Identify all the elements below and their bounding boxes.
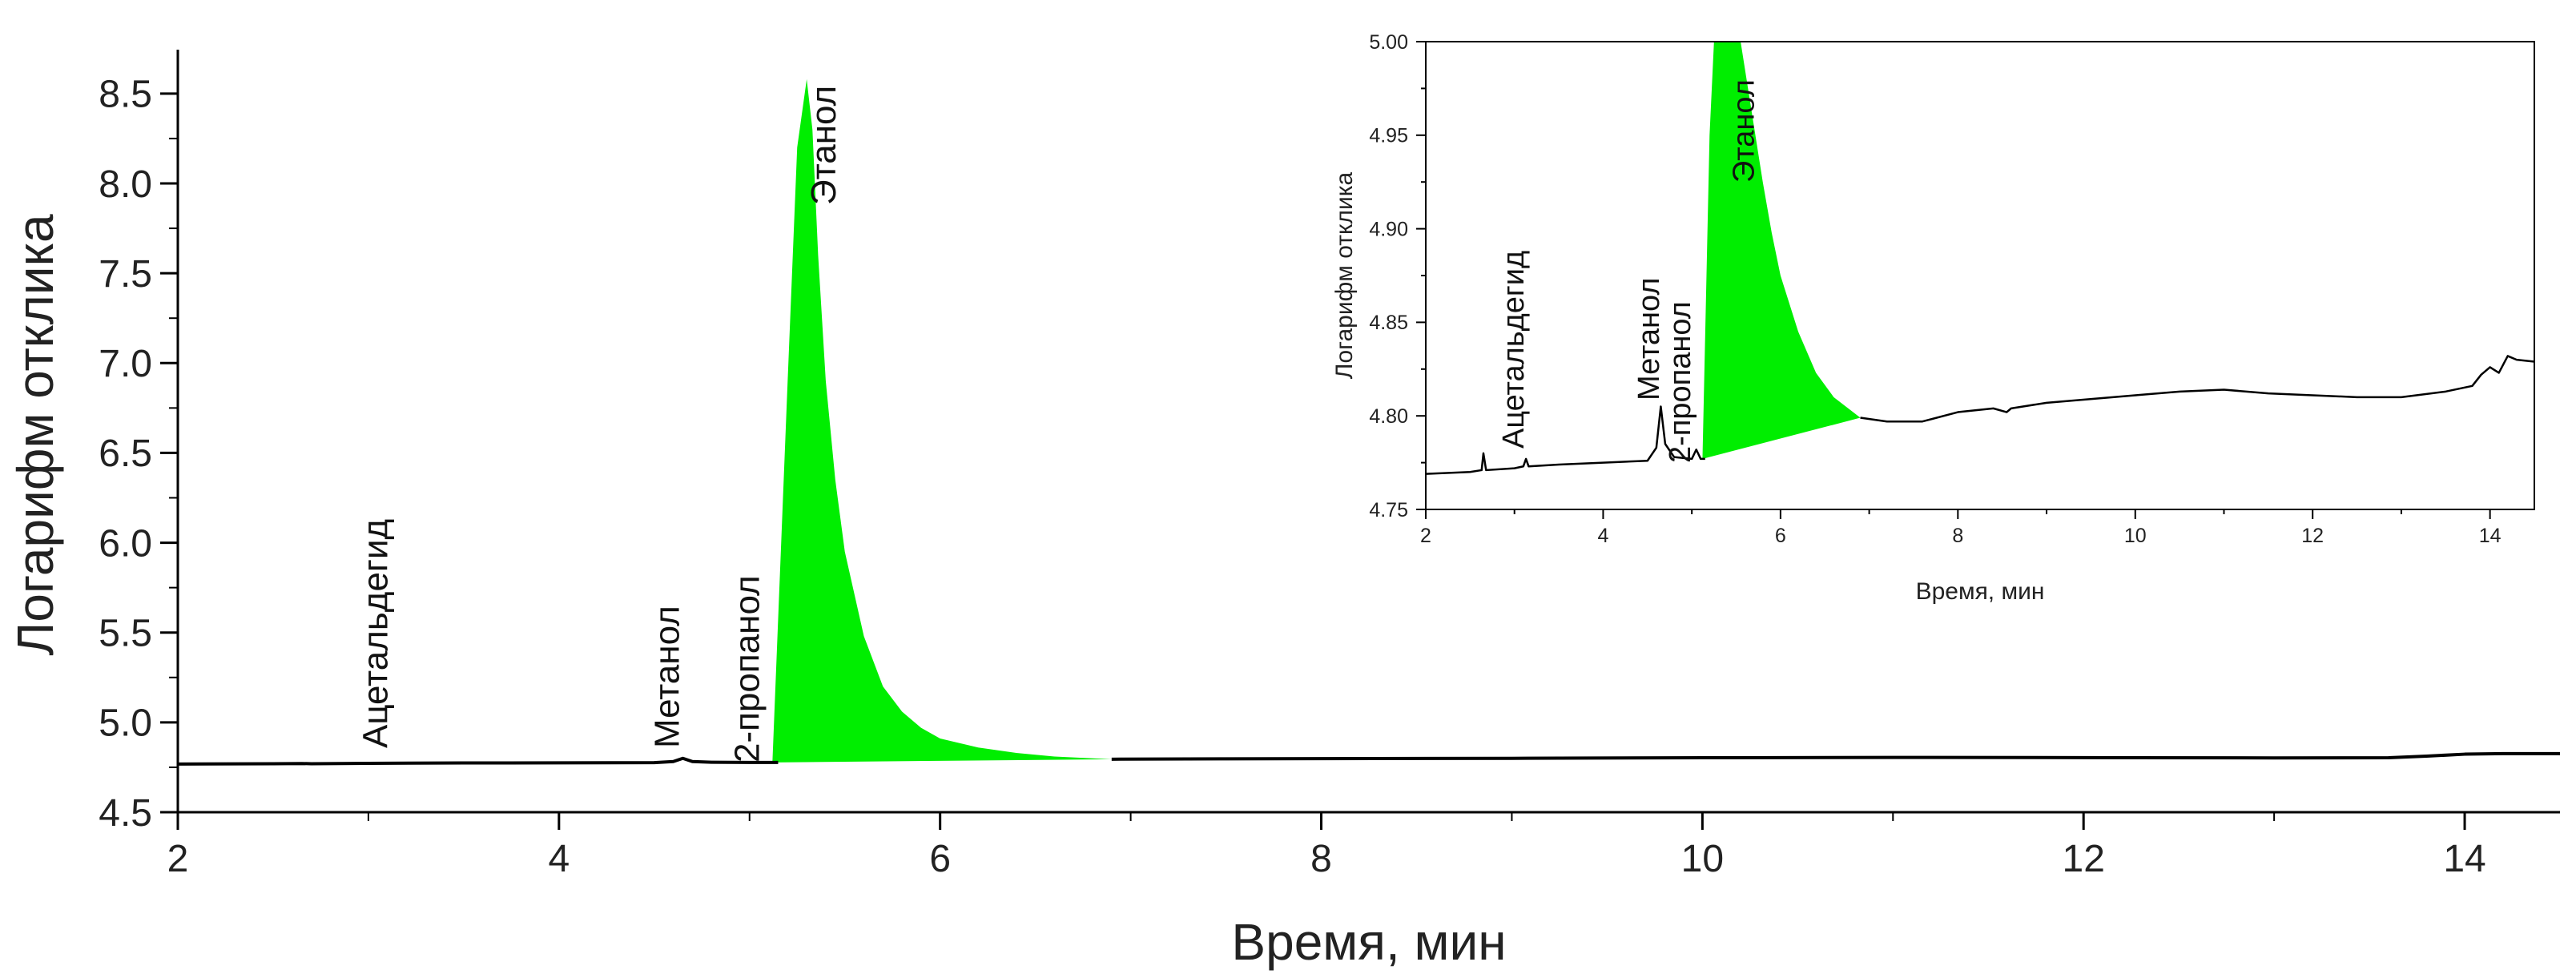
plot-frame [1425,41,2535,510]
x-tick-label: 10 [2124,525,2147,547]
y-axis-title: Логарифм отклика [6,214,64,656]
chromatogram-line-pre [1425,405,1705,475]
chromatogram-line-pre [177,756,779,766]
main-chart: 2 4 6 8 10 12 14 4.5 5.0 5.5 6.0 6.5 7.0 7.5 8.0 8.5 Вре… [6,50,2560,971]
peak-label: Этанол [1728,79,1761,183]
x-axis-title: Время, мин [1231,913,1506,971]
y-tick-label: 5.5 [99,613,152,655]
peak-label: Ацетальдегид [356,519,396,748]
peak-label: Метанол [648,606,687,748]
y-tick-label: 4.95 [1369,125,1408,147]
peak-label: Ацетальдегид [1497,251,1531,449]
y-tick-label: 5.0 [99,702,152,745]
peak-label: Этанол [804,86,843,205]
x-tick-label: 8 [1310,838,1332,880]
y-tick-label: 8.0 [99,163,152,206]
chromatogram-line-post [1860,355,2535,423]
peak-label: 2-пропанол [1664,301,1697,463]
y-tick-label: 4.80 [1369,405,1408,428]
ethanol-peak-fill [772,78,1112,763]
y-tick-label: 4.5 [99,792,152,835]
x-tick-label: 8 [1952,525,1963,547]
y-axis-title: Логарифм отклика [1331,171,1358,379]
x-tick-label: 6 [1775,525,1786,547]
y-tick-label: 7.5 [99,253,152,296]
x-tick-label: 4 [1597,525,1608,547]
chromatogram-line-post [1111,751,2560,761]
x-tick-label: 4 [548,838,570,880]
y-tick-label: 6.5 [99,433,152,475]
inset-chart: 2 4 6 8 10 12 14 4.75 4.80 4.85 4.90 4.95 5.00 Время,… [1331,31,2535,605]
ethanol-peak-fill [1702,42,1861,459]
y-tick-label: 4.75 [1369,499,1408,521]
x-axis-title: Время, мин [1916,578,2045,605]
x-tick-label: 12 [2063,838,2105,880]
x-tick-label: 12 [2301,525,2324,547]
y-tick-label: 6.0 [99,522,152,565]
x-tick-label: 10 [1681,838,1724,880]
x-tick-label: 6 [929,838,951,880]
y-tick-label: 5.00 [1369,31,1408,54]
y-tick-label: 4.90 [1369,218,1408,240]
y-tick-label: 7.0 [99,343,152,385]
x-tick-label: 14 [2479,525,2502,547]
peak-label: Метанол [1632,277,1666,400]
x-tick-label: 14 [2443,838,2485,880]
x-tick-label: 2 [1420,525,1431,547]
y-tick-label: 8.5 [99,74,152,116]
x-tick-label: 2 [167,838,189,880]
y-tick-label: 4.85 [1369,312,1408,334]
peak-label: 2-пропанол [728,575,767,763]
